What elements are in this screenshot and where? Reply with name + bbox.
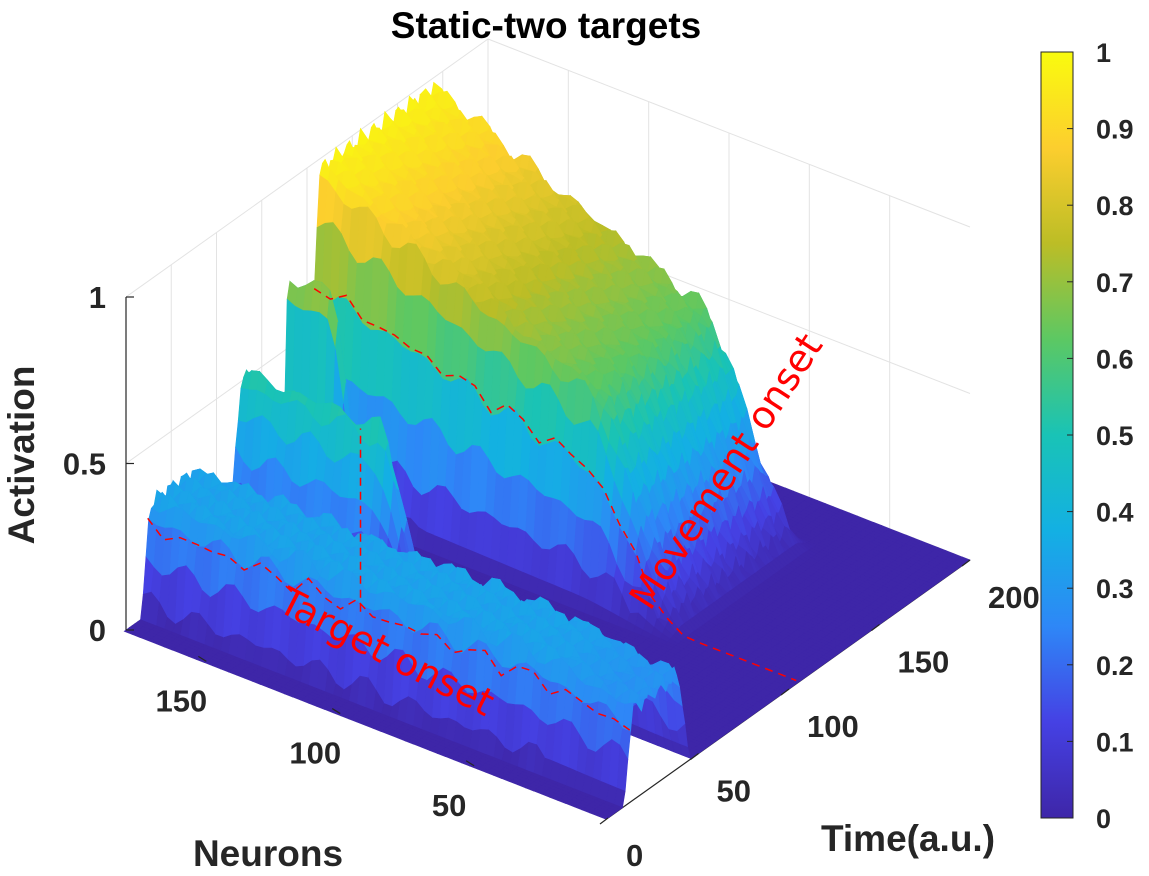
- surface-plot: Static-two targets 00.51 50100150 050100…: [0, 0, 1149, 871]
- figure: Static-two targets 00.51 50100150 050100…: [0, 0, 1149, 871]
